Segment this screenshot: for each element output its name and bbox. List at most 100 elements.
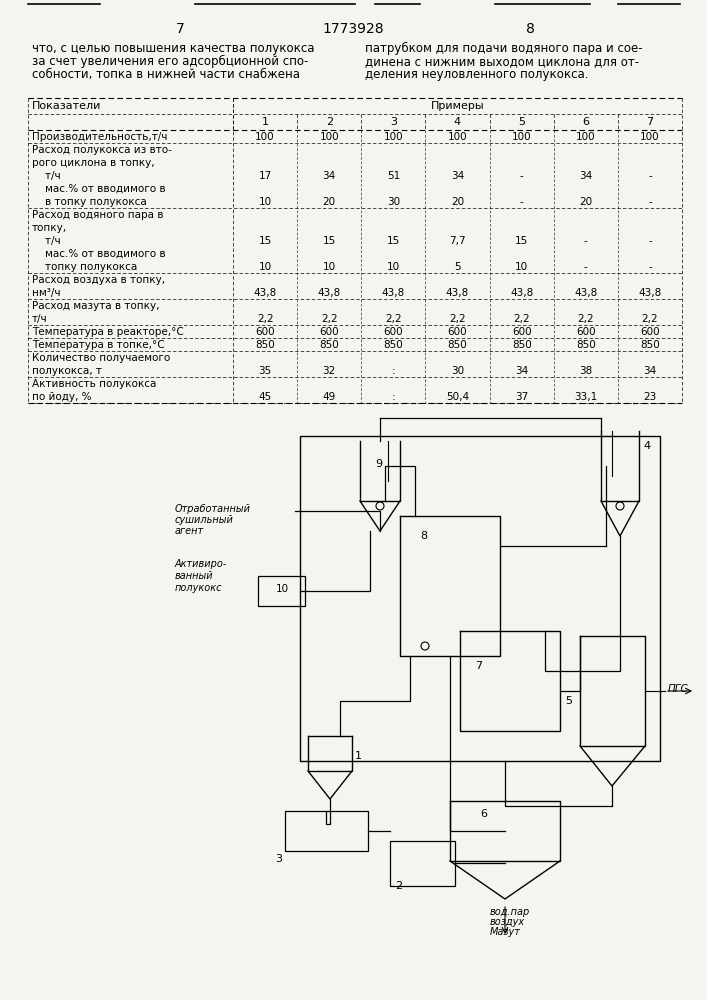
Text: ванный: ванный xyxy=(175,571,214,581)
Text: 600: 600 xyxy=(512,327,532,337)
Text: -: - xyxy=(648,236,652,246)
Text: Расход полукокса из вто-: Расход полукокса из вто- xyxy=(32,145,172,155)
Text: 7,7: 7,7 xyxy=(449,236,466,246)
Text: Расход мазута в топку,: Расход мазута в топку, xyxy=(32,301,160,311)
Text: 15: 15 xyxy=(387,236,400,246)
Text: Активность полукокса: Активность полукокса xyxy=(32,379,156,389)
Text: рого циклона в топку,: рого циклона в топку, xyxy=(32,158,155,168)
Text: 2,2: 2,2 xyxy=(321,314,337,324)
Text: Количество получаемого: Количество получаемого xyxy=(32,353,170,363)
Text: 43,8: 43,8 xyxy=(638,288,662,298)
Text: вод.пар: вод.пар xyxy=(490,907,530,917)
Text: 100: 100 xyxy=(320,132,339,142)
Text: собности, топка в нижней части снабжена: собности, топка в нижней части снабжена xyxy=(32,68,300,81)
Bar xyxy=(300,436,660,761)
Text: 34: 34 xyxy=(322,171,336,181)
Text: 37: 37 xyxy=(515,392,528,402)
Bar xyxy=(285,811,368,851)
Text: Температура в реакторе,°С: Температура в реакторе,°С xyxy=(32,327,184,337)
Text: мас.% от вводимого в: мас.% от вводимого в xyxy=(32,249,165,259)
Text: 2,2: 2,2 xyxy=(578,314,594,324)
Text: 32: 32 xyxy=(322,366,336,376)
Text: нм³/ч: нм³/ч xyxy=(32,288,61,298)
Text: 34: 34 xyxy=(515,366,528,376)
Text: 15: 15 xyxy=(515,236,528,246)
Text: 51: 51 xyxy=(387,171,400,181)
Text: 4: 4 xyxy=(643,441,650,451)
Text: -: - xyxy=(648,197,652,207)
Text: 100: 100 xyxy=(383,132,403,142)
Text: 5: 5 xyxy=(454,262,461,272)
Text: 15: 15 xyxy=(259,236,271,246)
Text: 8: 8 xyxy=(525,22,534,36)
Text: 9: 9 xyxy=(375,459,382,469)
Text: 100: 100 xyxy=(255,132,275,142)
Text: -: - xyxy=(520,197,523,207)
Text: 43,8: 43,8 xyxy=(317,288,341,298)
Text: топку,: топку, xyxy=(32,223,67,233)
Text: Расход воздуха в топку,: Расход воздуха в топку, xyxy=(32,275,165,285)
Text: 600: 600 xyxy=(383,327,403,337)
Text: 17: 17 xyxy=(259,171,271,181)
Text: 850: 850 xyxy=(320,340,339,350)
Text: Отработанный: Отработанный xyxy=(175,504,251,514)
Text: 2,2: 2,2 xyxy=(257,314,274,324)
Text: по йоду, %: по йоду, % xyxy=(32,392,91,402)
Text: :: : xyxy=(392,366,395,376)
Text: 33,1: 33,1 xyxy=(574,392,597,402)
Text: 2: 2 xyxy=(326,117,333,127)
Text: Мазут: Мазут xyxy=(490,927,521,937)
Text: 850: 850 xyxy=(576,340,596,350)
Text: 8: 8 xyxy=(420,531,427,541)
Text: 10: 10 xyxy=(259,197,271,207)
Text: что, с целью повышения качества полукокса: что, с целью повышения качества полукокс… xyxy=(32,42,315,55)
Text: 600: 600 xyxy=(255,327,275,337)
Text: 10: 10 xyxy=(259,262,271,272)
Text: за счет увеличения его адсорбционной спо-: за счет увеличения его адсорбционной спо… xyxy=(32,55,308,68)
Text: 30: 30 xyxy=(387,197,400,207)
Text: 2,2: 2,2 xyxy=(449,314,466,324)
Text: 45: 45 xyxy=(259,392,271,402)
Text: агент: агент xyxy=(175,526,204,536)
Text: 23: 23 xyxy=(643,392,657,402)
Text: 7: 7 xyxy=(646,117,653,127)
Text: 10: 10 xyxy=(387,262,400,272)
Text: 2,2: 2,2 xyxy=(385,314,402,324)
Bar xyxy=(390,841,455,886)
Text: 850: 850 xyxy=(383,340,403,350)
Text: 10: 10 xyxy=(276,584,289,594)
Text: 50,4: 50,4 xyxy=(446,392,469,402)
Text: Примеры: Примеры xyxy=(431,101,484,111)
Text: 1: 1 xyxy=(355,751,362,761)
Text: 600: 600 xyxy=(576,327,595,337)
Text: 30: 30 xyxy=(451,366,464,376)
Text: 100: 100 xyxy=(576,132,595,142)
Text: 850: 850 xyxy=(640,340,660,350)
Text: 10: 10 xyxy=(322,262,336,272)
Text: 43,8: 43,8 xyxy=(382,288,405,298)
Text: :: : xyxy=(392,392,395,402)
Text: 6: 6 xyxy=(480,809,487,819)
Text: 1773928: 1773928 xyxy=(322,22,384,36)
Text: Производительность,т/ч: Производительность,т/ч xyxy=(32,132,168,142)
Text: 20: 20 xyxy=(451,197,464,207)
Text: 850: 850 xyxy=(512,340,532,350)
Text: -: - xyxy=(648,171,652,181)
Text: -: - xyxy=(584,236,588,246)
Text: 3: 3 xyxy=(390,117,397,127)
Text: 2,2: 2,2 xyxy=(642,314,658,324)
Text: 600: 600 xyxy=(320,327,339,337)
Text: -: - xyxy=(648,262,652,272)
Text: 35: 35 xyxy=(259,366,271,376)
Text: 49: 49 xyxy=(322,392,336,402)
Text: 600: 600 xyxy=(640,327,660,337)
Text: 600: 600 xyxy=(448,327,467,337)
Text: 10: 10 xyxy=(515,262,528,272)
Bar xyxy=(258,576,305,606)
Text: 7: 7 xyxy=(475,661,482,671)
Text: воздух: воздух xyxy=(490,917,525,927)
Text: 2: 2 xyxy=(395,881,402,891)
Text: мас.% от вводимого в: мас.% от вводимого в xyxy=(32,184,165,194)
Text: Расход водяного пара в: Расход водяного пара в xyxy=(32,210,163,220)
Text: патрубком для подачи водяного пара и сое-: патрубком для подачи водяного пара и сое… xyxy=(365,42,643,55)
